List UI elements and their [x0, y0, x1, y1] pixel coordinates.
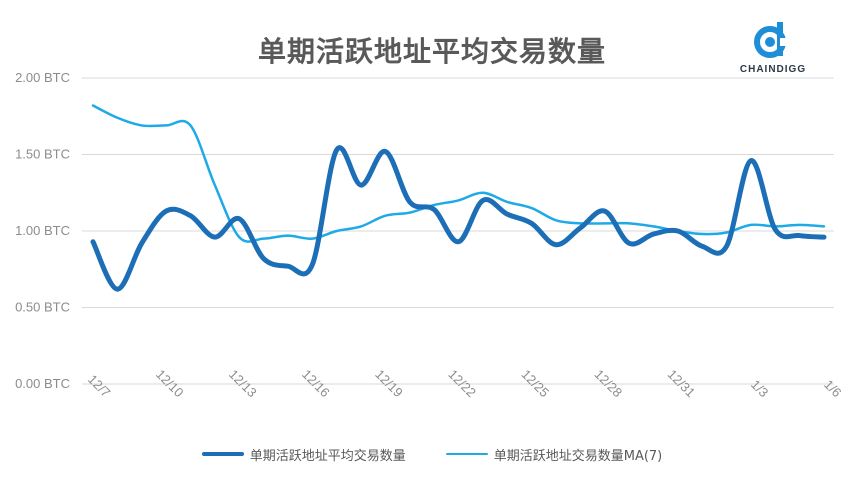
x-tick-label: 12/31: [665, 367, 699, 401]
gridlines: [82, 77, 834, 385]
y-tick-label: 1.00 BTC: [15, 223, 70, 238]
chaindigg-logo: CHAINDIGG: [728, 18, 818, 78]
logo-wordmark: CHAINDIGG: [739, 64, 807, 75]
legend: 单期活跃地址平均交易数量 单期活跃地址交易数量MA(7): [0, 442, 864, 466]
legend-item-main: 单期活跃地址平均交易数量: [201, 445, 406, 464]
legend-item-ma7: 单期活跃地址交易数量MA(7): [445, 445, 663, 464]
legend-label-main: 单期活跃地址平均交易数量: [249, 448, 406, 464]
y-tick-label: 1.50 BTC: [15, 147, 70, 162]
legend-swatch-ma7: [445, 453, 488, 455]
chart-title: 单期活跃地址平均交易数量: [257, 35, 606, 68]
x-axis-ticks: 12/7 12/10 12/13 12/16 12/19 12/22 12/25 12/28 1…: [85, 367, 845, 401]
x-tick-label: 12/28: [592, 367, 626, 401]
series-line-avg-tx: [90, 145, 827, 292]
x-tick-label: 12/13: [226, 367, 260, 401]
x-tick-label: 12/7: [85, 372, 114, 401]
legend-label-ma7: 单期活跃地址交易数量MA(7): [493, 448, 663, 464]
x-tick-label: 12/19: [372, 367, 406, 401]
y-tick-label: 0.00 BTC: [15, 376, 70, 391]
x-tick-label: 12/22: [445, 367, 479, 401]
legend-swatch-main: [201, 452, 244, 456]
chaindigg-logo-icon: [754, 22, 792, 58]
x-tick-label: 12/25: [518, 367, 552, 401]
y-axis-ticks: 0.00 BTC 0.50 BTC 1.00 BTC 1.50 BTC 2.00 BTC: [15, 70, 70, 391]
series-lines: [90, 104, 827, 292]
x-tick-label: 1/3: [748, 377, 771, 400]
x-tick-label: 1/6: [821, 377, 844, 400]
y-tick-label: 0.50 BTC: [15, 300, 70, 315]
x-tick-label: 12/10: [153, 367, 187, 401]
x-tick-label: 12/16: [299, 367, 333, 401]
y-tick-label: 2.00 BTC: [15, 70, 70, 85]
series-line-ma7: [91, 104, 826, 243]
